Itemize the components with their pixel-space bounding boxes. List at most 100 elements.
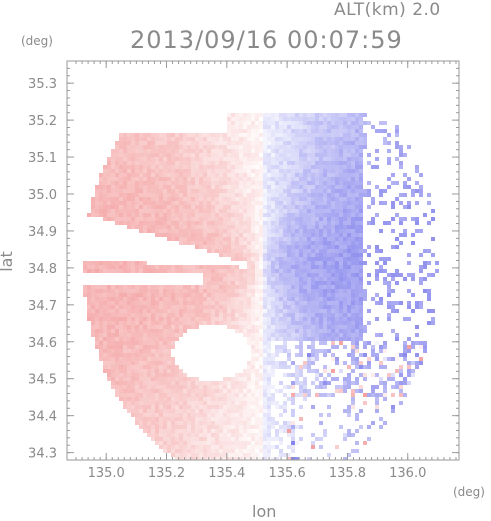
- echo-cell: [119, 381, 123, 385]
- echo-cell: [355, 313, 359, 317]
- echo-cell: [355, 201, 359, 205]
- echo-cell: [235, 189, 239, 193]
- echo-cell: [131, 137, 135, 141]
- echo-cell: [247, 365, 251, 369]
- echo-cell: [131, 349, 135, 353]
- echo-cell: [287, 329, 291, 333]
- echo-cell: [111, 293, 115, 297]
- echo-cell: [275, 293, 279, 297]
- echo-cell: [287, 445, 291, 449]
- echo-cell: [147, 169, 151, 173]
- echo-cell: [243, 313, 247, 317]
- echo-cell: [271, 277, 275, 281]
- echo-cell: [399, 201, 403, 205]
- echo-cell: [207, 169, 211, 173]
- echo-cell: [191, 433, 195, 437]
- echo-cell: [287, 289, 291, 293]
- echo-cell: [107, 321, 111, 325]
- echo-cell: [275, 129, 279, 133]
- echo-cell: [175, 149, 179, 153]
- echo-cell: [287, 197, 291, 201]
- echo-cell: [171, 433, 175, 437]
- echo-cell: [183, 157, 187, 161]
- echo-cell: [291, 301, 295, 305]
- echo-cell: [171, 325, 175, 329]
- echo-cell: [191, 153, 195, 157]
- echo-cell: [347, 317, 351, 321]
- echo-cell: [327, 325, 331, 329]
- echo-cell: [319, 117, 323, 121]
- echo-cell: [243, 301, 247, 305]
- echo-cell: [391, 373, 395, 377]
- echo-cell: [215, 313, 219, 317]
- echo-cell: [231, 209, 235, 213]
- echo-cell: [163, 173, 167, 177]
- echo-cell: [187, 201, 191, 205]
- echo-cell: [215, 161, 219, 165]
- echo-cell: [151, 329, 155, 333]
- echo-cell: [203, 161, 207, 165]
- echo-cell: [351, 169, 355, 173]
- echo-cell: [251, 137, 255, 141]
- echo-cell: [159, 405, 163, 409]
- echo-cell: [203, 445, 207, 449]
- echo-cell: [127, 401, 131, 405]
- echo-cell: [347, 189, 351, 193]
- echo-cell: [295, 313, 299, 317]
- echo-cell: [275, 189, 279, 193]
- echo-cell: [151, 161, 155, 165]
- echo-cell: [423, 261, 427, 265]
- echo-cell: [211, 397, 215, 401]
- echo-cell: [291, 437, 295, 441]
- echo-cell: [187, 425, 191, 429]
- echo-cell: [183, 441, 187, 445]
- echo-cell: [127, 305, 131, 309]
- echo-cell: [383, 121, 387, 125]
- echo-cell: [279, 441, 283, 445]
- echo-cell: [351, 165, 355, 169]
- echo-cell: [275, 277, 279, 281]
- echo-cell: [271, 145, 275, 149]
- echo-cell: [255, 161, 259, 165]
- echo-cell: [103, 341, 107, 345]
- echo-cell: [383, 365, 387, 369]
- echo-cell: [315, 205, 319, 209]
- echo-cell: [159, 361, 163, 365]
- echo-cell: [143, 177, 147, 181]
- echo-cell: [315, 285, 319, 289]
- echo-cell: [99, 261, 103, 265]
- echo-cell: [163, 365, 167, 369]
- echo-cell: [287, 233, 291, 237]
- echo-cell: [171, 437, 175, 441]
- echo-cell: [287, 189, 291, 193]
- echo-cell: [363, 329, 367, 333]
- echo-cell: [115, 373, 119, 377]
- echo-cell: [211, 133, 215, 137]
- echo-cell: [379, 349, 383, 353]
- echo-cell: [203, 225, 207, 229]
- echo-cell: [155, 289, 159, 293]
- echo-cell: [107, 269, 111, 273]
- echo-cell: [415, 181, 419, 185]
- echo-cell: [355, 197, 359, 201]
- echo-cell: [359, 205, 363, 209]
- echo-cell: [203, 393, 207, 397]
- echo-cell: [271, 313, 275, 317]
- echo-cell: [347, 201, 351, 205]
- echo-cell: [155, 333, 159, 337]
- echo-cell: [275, 433, 279, 437]
- echo-cell: [307, 369, 311, 373]
- echo-cell: [243, 277, 247, 281]
- echo-cell: [111, 349, 115, 353]
- echo-cell: [115, 193, 119, 197]
- echo-cell: [183, 317, 187, 321]
- echo-cell: [163, 401, 167, 405]
- echo-cell: [343, 385, 347, 389]
- echo-cell: [123, 369, 127, 373]
- echo-cell: [319, 421, 323, 425]
- echo-cell: [151, 437, 155, 441]
- echo-cell: [279, 149, 283, 153]
- echo-cell: [315, 353, 319, 357]
- echo-cell: [115, 217, 119, 221]
- echo-cell: [223, 289, 227, 293]
